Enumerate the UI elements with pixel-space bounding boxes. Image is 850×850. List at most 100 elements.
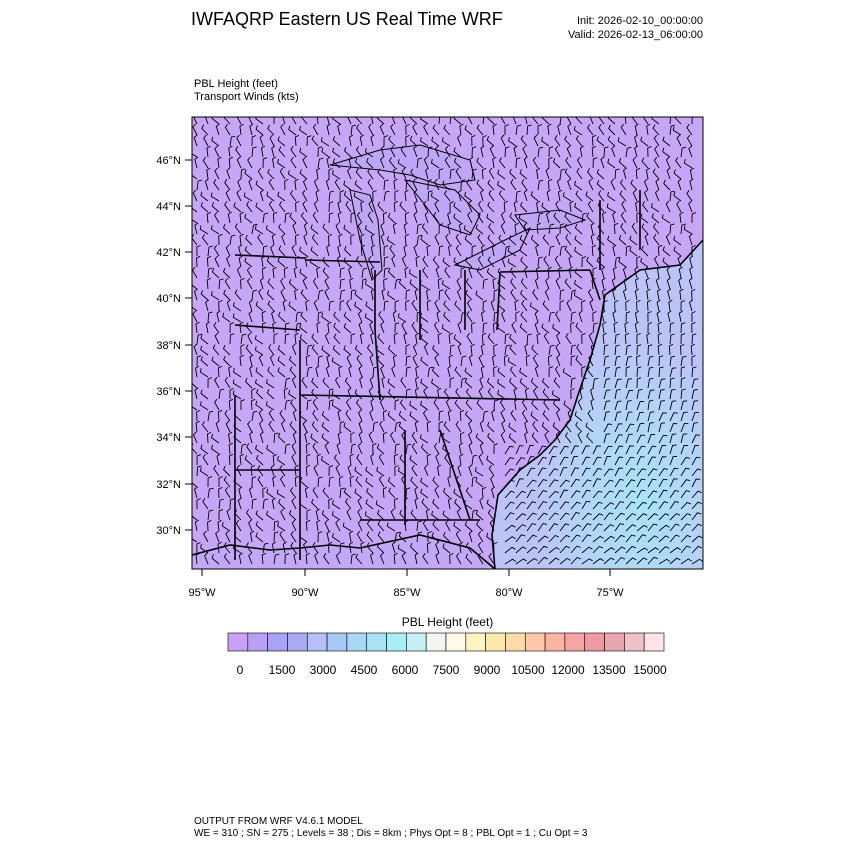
wind-barb xyxy=(625,490,636,499)
wind-barb xyxy=(193,134,198,147)
wind-barb xyxy=(456,288,462,301)
wind-barb xyxy=(551,390,561,400)
wind-barb xyxy=(459,453,464,466)
wind-barb xyxy=(669,534,680,543)
wind-barb xyxy=(277,345,286,356)
wind-barb xyxy=(405,366,411,378)
wind-barb xyxy=(401,167,407,180)
wind-barb xyxy=(647,411,655,422)
wind-barb xyxy=(380,365,385,378)
wind-barb xyxy=(397,467,407,477)
wind-barb xyxy=(636,524,648,532)
wind-barb xyxy=(537,212,544,224)
colorbar-swatch xyxy=(306,632,328,652)
wind-barb xyxy=(559,512,570,521)
wind-barb xyxy=(536,167,541,180)
wind-barb xyxy=(524,387,530,400)
wind-barb xyxy=(509,212,517,224)
colorbar-swatch xyxy=(267,632,288,652)
wind-barb xyxy=(548,178,553,191)
wind-barb xyxy=(415,376,420,389)
wind-barb xyxy=(291,442,297,455)
colorbar-swatch xyxy=(624,632,645,652)
wind-barb xyxy=(669,423,678,433)
wind-barb xyxy=(229,388,234,399)
wind-barb xyxy=(288,509,297,521)
wind-barb xyxy=(393,453,398,466)
wind-barb xyxy=(215,530,220,543)
wind-barb xyxy=(386,235,396,246)
wind-barb xyxy=(290,156,297,169)
wind-barb xyxy=(460,355,467,367)
wind-barb xyxy=(482,410,489,422)
wind-barb xyxy=(614,512,625,521)
wind-barb xyxy=(457,189,462,202)
wind-barb xyxy=(284,333,290,345)
wind-barb xyxy=(350,234,355,246)
wind-barb xyxy=(490,299,495,312)
wind-barb xyxy=(691,512,702,521)
wind-barb xyxy=(372,442,377,455)
wind-barb xyxy=(596,169,605,180)
wind-barb xyxy=(661,214,671,224)
wind-barb xyxy=(443,421,451,433)
wind-barb xyxy=(433,398,440,411)
wind-barb xyxy=(216,310,221,323)
wind-barb xyxy=(317,531,323,543)
wind-barb xyxy=(657,244,663,257)
wind-barb xyxy=(573,291,583,301)
wind-barb xyxy=(515,524,527,532)
wind-barb xyxy=(509,344,517,356)
wind-barb xyxy=(669,367,677,378)
colorbar-swatch xyxy=(326,632,348,652)
wind-barb xyxy=(345,410,352,422)
wind-barb xyxy=(481,486,487,499)
wind-barb xyxy=(586,256,594,268)
wind-barb xyxy=(380,145,385,158)
wind-barb xyxy=(394,300,400,312)
wind-barb xyxy=(216,453,221,466)
wind-barb xyxy=(262,498,269,510)
wind-barb xyxy=(317,157,324,169)
wind-barb xyxy=(647,433,656,444)
wind-barb xyxy=(680,433,688,444)
wind-barb xyxy=(383,135,389,147)
wind-barb xyxy=(559,168,566,180)
wind-barb xyxy=(399,399,407,411)
wind-barb xyxy=(636,401,645,411)
wind-barb xyxy=(265,379,275,389)
wind-barb xyxy=(570,311,577,323)
wind-barb xyxy=(614,366,621,378)
wind-barb xyxy=(665,156,671,169)
wind-barb xyxy=(262,542,269,554)
wind-barb xyxy=(196,465,202,477)
wind-barb xyxy=(251,476,257,488)
run-times: Init: 2026-02-10_00:00:00 Valid: 2026-02… xyxy=(568,14,703,42)
wind-barb xyxy=(492,277,497,290)
wind-barb xyxy=(574,202,583,213)
wind-barb xyxy=(542,300,550,312)
wind-barb xyxy=(625,411,633,422)
wind-barb xyxy=(603,411,611,422)
wind-barb xyxy=(283,266,289,279)
wind-barb xyxy=(226,508,231,521)
wind-barb xyxy=(515,478,524,488)
wind-barb xyxy=(619,179,627,191)
wind-barb xyxy=(377,520,385,532)
lon-label: 80°W xyxy=(495,587,523,599)
wind-barb xyxy=(686,190,693,202)
wind-barb xyxy=(559,545,570,554)
wind-barb xyxy=(277,455,286,466)
wind-barb xyxy=(504,524,516,532)
wind-barb xyxy=(459,123,464,136)
wind-barb xyxy=(650,203,660,213)
wind-barb xyxy=(366,520,374,532)
wind-barb xyxy=(284,322,290,334)
wind-barb xyxy=(468,431,473,444)
wind-barb xyxy=(526,512,537,521)
wind-barb xyxy=(348,266,353,279)
wind-barb xyxy=(610,178,616,191)
wind-barb xyxy=(658,366,664,378)
wind-barb xyxy=(313,464,319,477)
wind-barb xyxy=(520,201,528,213)
